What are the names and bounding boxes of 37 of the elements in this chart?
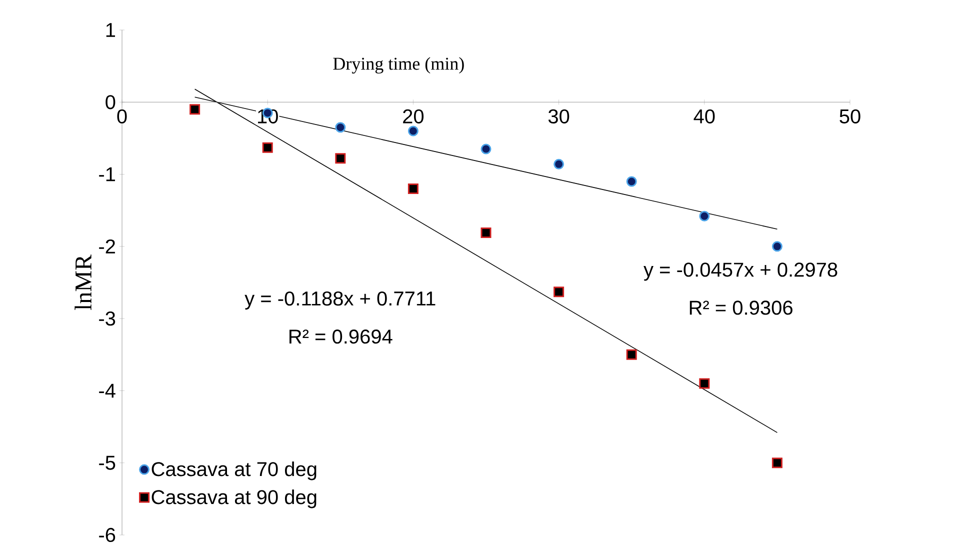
annotation: y = -0.0457x + 0.2978 — [644, 262, 838, 281]
point — [699, 378, 710, 389]
x-tick-label: 50 — [840, 109, 860, 124]
y-tick-label: -2 — [99, 239, 115, 254]
point — [480, 227, 492, 238]
y-tick-label: -5 — [99, 456, 116, 470]
y-tick-label: -4 — [99, 384, 116, 398]
point — [335, 122, 346, 133]
point — [554, 158, 564, 170]
point — [772, 241, 782, 252]
x-tick-label: 20 — [403, 109, 424, 124]
point — [408, 126, 418, 136]
y-tick-label: -1 — [99, 167, 115, 182]
point — [554, 286, 564, 298]
point — [408, 183, 418, 194]
point — [335, 153, 346, 164]
x-tick-label: 0 — [117, 109, 127, 124]
y-tick-label: 1 — [106, 23, 115, 37]
y-axis-title: lnMR — [74, 254, 92, 310]
point — [772, 458, 782, 468]
x-axis-title: Drying time (min) — [333, 57, 464, 74]
legend-label: Cassava at 90 deg — [152, 490, 316, 508]
y-tick-label: -3 — [99, 311, 116, 326]
legend-label: Cassava at 70 deg — [152, 462, 316, 480]
point — [262, 142, 273, 153]
point — [190, 104, 200, 115]
x-tick-label: 40 — [694, 109, 715, 124]
annotation: R² = 0.9694 — [290, 330, 392, 344]
x-tick-label: 30 — [548, 109, 570, 124]
y-tick-label: 0 — [106, 95, 116, 110]
annotation: y = -0.1188x + 0.7711 — [244, 291, 436, 310]
point — [699, 210, 710, 222]
y-tick-label: -6 — [99, 528, 116, 542]
point — [626, 349, 637, 360]
point — [480, 144, 492, 154]
point — [626, 176, 637, 187]
annotation: R² = 0.9306 — [690, 300, 792, 315]
